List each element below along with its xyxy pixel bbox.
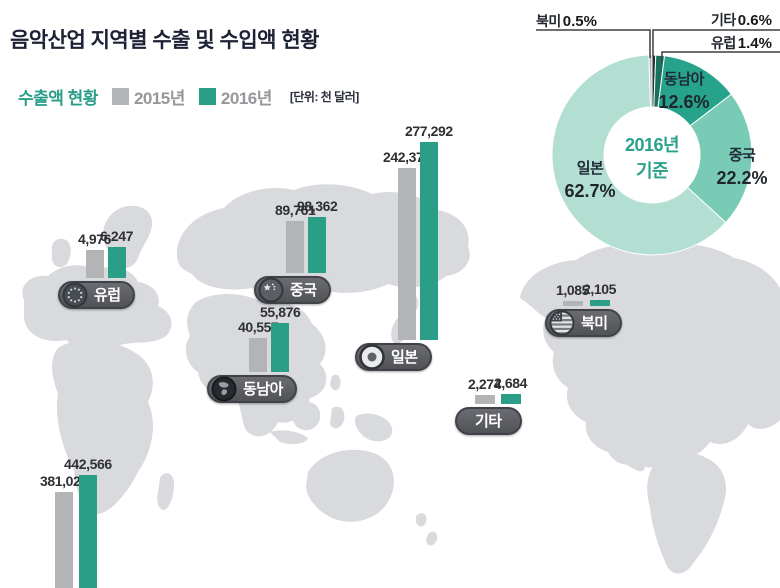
region-badge-china: 중국 (254, 276, 331, 304)
bar-2016-southeast-asia (271, 323, 290, 372)
donut-label-sea: 동남아 12.6% (658, 71, 710, 113)
region-label: 기타 (475, 412, 502, 430)
bar-2016-total (78, 475, 97, 588)
region-label: 유럽 (94, 286, 121, 304)
island-madagascar (157, 473, 174, 510)
bar-2016-china (308, 217, 327, 273)
island-java (270, 430, 308, 445)
island-philippines (330, 374, 341, 391)
region-badge-etc: 기타 (455, 407, 522, 435)
bar-2015-japan (397, 168, 416, 340)
donut-slice-중국 (686, 93, 753, 224)
value-2015: 381,023 (40, 473, 88, 489)
continent-africa (52, 340, 153, 514)
donut-chart (536, 29, 780, 256)
region-label: 동남아 (243, 380, 283, 398)
continent-south-america (647, 452, 726, 574)
donut-callout-europe: 유럽 1.4% (711, 35, 772, 52)
donut-label-china: 중국 22.2% (716, 147, 768, 189)
value-2016: 2,105 (583, 281, 617, 297)
callout-lines (536, 29, 780, 62)
bar-2015-total (54, 492, 73, 588)
globe-icon (211, 376, 237, 402)
continent-central-america (612, 446, 645, 472)
legend-label-2016: 2016년 (220, 89, 272, 108)
value-2016: 98,362 (297, 198, 338, 214)
island-sulawesi (330, 406, 345, 429)
value-2016: 277,292 (405, 123, 453, 139)
island-new-zealand-south (426, 531, 438, 546)
china-flag-icon (258, 277, 284, 303)
region-label: 중국 (290, 281, 317, 299)
region-badge-europe: 유럽 (58, 281, 135, 309)
value-2016: 2,684 (494, 375, 528, 391)
value-2015: 2,274 (468, 376, 502, 392)
value-2015: 89,761 (275, 202, 316, 218)
value-2015: 1,085 (556, 282, 590, 298)
island-borneo (291, 401, 321, 431)
legend-swatch-2016 (198, 88, 216, 105)
donut-center-label: 2016년 기준 (624, 135, 680, 182)
value-2016: 55,876 (260, 304, 301, 320)
legend-heading: 수출액 현황 (18, 89, 98, 108)
legend-item-2015: 2015년 (111, 84, 185, 109)
bar-2015-north-america (562, 301, 583, 306)
continent-australia (306, 449, 394, 522)
region-badge-southeast-asia: 동남아 (207, 375, 297, 403)
island-uk (51, 238, 71, 268)
island-new-guinea (354, 413, 393, 442)
legend-swatch-2015 (111, 88, 129, 105)
island-sumatra (257, 401, 279, 425)
bar-2015-etc (474, 395, 495, 404)
region-badge-japan: 일본 (355, 343, 432, 371)
region-label: 일본 (391, 348, 418, 366)
unit-label: [단위: 천 달러] (289, 90, 359, 104)
region-badge-north-america: 북미 (545, 309, 622, 337)
bar-2015-europe (85, 250, 104, 278)
donut-label-japan: 일본 62.7% (564, 160, 616, 202)
bar-2016-europe (107, 247, 126, 278)
bar-2015-southeast-asia (249, 338, 268, 372)
us-flag-icon (549, 310, 575, 336)
value-2015: 4,976 (78, 231, 112, 247)
value-2015: 40,557 (238, 319, 279, 335)
bar-2016-etc (500, 394, 521, 404)
value-2015: 242,370 (383, 149, 431, 165)
legend-item-2016: 2016년 (198, 84, 272, 109)
region-label: 북미 (581, 314, 608, 332)
bar-2016-north-america (589, 300, 610, 306)
page-title: 음악산업 지역별 수출 및 수입액 현황 (10, 29, 319, 52)
legend-label-2015: 2015년 (133, 89, 185, 108)
donut-callout-etc: 기타 0.6% (711, 12, 772, 29)
continent-north-america (520, 244, 780, 468)
bar-2016-japan (419, 142, 438, 340)
bar-2015-china (286, 221, 305, 273)
legend: 수출액 현황 2015년 2016년 [단위: 천 달러] (18, 84, 359, 109)
donut-slice-일본 (551, 54, 727, 256)
donut-callout-north-america: 북미 0.5% (536, 13, 597, 30)
value-2016: 442,566 (64, 456, 112, 472)
eu-flag-icon (62, 282, 88, 308)
japan-flag-icon (359, 344, 385, 370)
island-new-zealand-north (416, 513, 427, 527)
value-2016: 6,247 (100, 228, 134, 244)
